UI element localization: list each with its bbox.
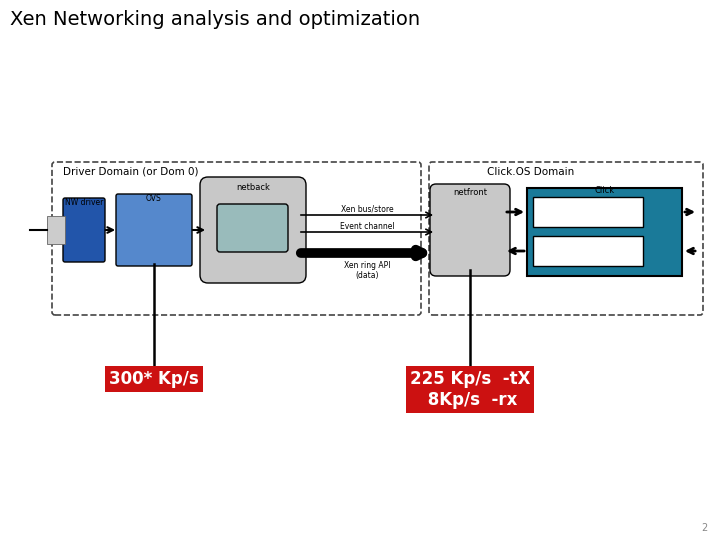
Text: Click: Click: [595, 186, 615, 195]
Text: ToDevice: ToDevice: [568, 246, 608, 255]
Text: 225 Kp/s  -tX
 8Kp/s  -rx: 225 Kp/s -tX 8Kp/s -rx: [410, 370, 530, 409]
FancyBboxPatch shape: [533, 236, 643, 266]
FancyBboxPatch shape: [116, 194, 192, 266]
FancyBboxPatch shape: [47, 216, 65, 244]
FancyBboxPatch shape: [430, 184, 510, 276]
Text: Xen bus/store: Xen bus/store: [341, 205, 393, 214]
Text: vif: vif: [241, 221, 264, 234]
FancyBboxPatch shape: [217, 204, 288, 252]
Text: Xen ring API
(data): Xen ring API (data): [343, 261, 390, 280]
Text: 300* Kp/s: 300* Kp/s: [109, 370, 199, 388]
FancyBboxPatch shape: [63, 198, 105, 262]
Text: NW driver: NW driver: [65, 198, 103, 207]
Text: Click.OS Domain: Click.OS Domain: [487, 167, 575, 177]
Text: Event channel: Event channel: [340, 222, 395, 231]
FancyBboxPatch shape: [527, 188, 682, 276]
Text: Driver Domain (or Dom 0): Driver Domain (or Dom 0): [63, 167, 199, 177]
Text: OVS: OVS: [146, 194, 162, 203]
FancyBboxPatch shape: [200, 177, 306, 283]
Text: netfront: netfront: [453, 188, 487, 197]
Text: 2: 2: [702, 523, 708, 533]
Text: FromDevice: FromDevice: [562, 207, 615, 217]
Text: Xen Networking analysis and optimization: Xen Networking analysis and optimization: [10, 10, 420, 29]
Text: netback: netback: [236, 183, 270, 192]
FancyBboxPatch shape: [533, 197, 643, 227]
